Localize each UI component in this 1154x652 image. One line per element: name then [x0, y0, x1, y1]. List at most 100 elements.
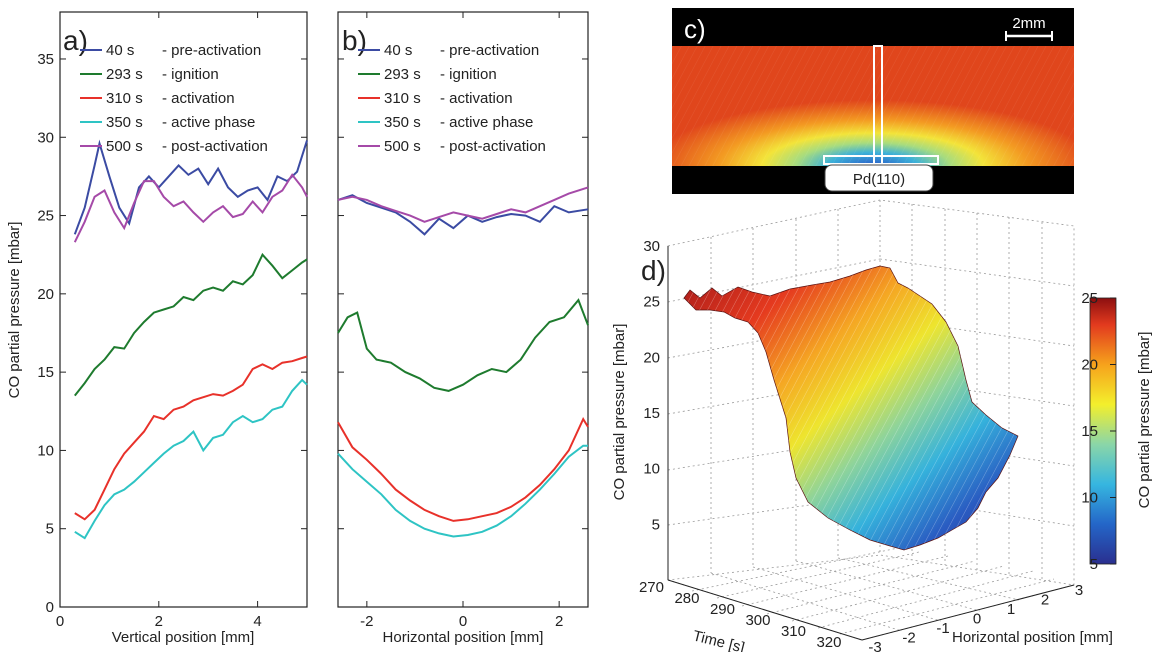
panel-a-label: a): [63, 25, 88, 56]
panel-c-horizontal-roi: [823, 155, 939, 165]
panel-d-position-tick-label: 0: [973, 611, 981, 628]
b-legend-label-3: - active phase: [440, 114, 533, 131]
panel-d-time-tick-label: 270: [639, 579, 664, 596]
a-y-tick-label: 0: [46, 599, 54, 616]
panel-b-series: [337, 186, 589, 538]
panel-a-chart: 0 5 10 15 20 25 30 35 0 2 4 a) 40 s - pre-activati…: [6, 11, 308, 646]
a-series-line-3: [74, 378, 308, 540]
panel-a-y-label: CO partial pressure [mbar]: [6, 222, 23, 399]
a-y-tick-label: 35: [37, 51, 54, 68]
panel-c-scale-label: 2mm: [1012, 15, 1045, 32]
panel-d-z-tick-label: 20: [643, 349, 660, 366]
panel-d-time-tick-label: 290: [710, 601, 735, 618]
panel-d-time-ticks: 270 280 290 300 310 320: [639, 579, 842, 651]
panel-d-time-tick-label: 310: [781, 623, 806, 640]
panel-d-position-tick-label: 2: [1041, 592, 1049, 609]
a-legend-label-1: - ignition: [162, 66, 219, 83]
panel-d-position-tick-label: -1: [936, 620, 949, 637]
panel-d-surface-mesh: [684, 266, 1018, 550]
b-series-line-3: [337, 444, 588, 538]
panel-d-axes: [667, 246, 1075, 641]
panel-d-time-tick-label: 300: [745, 612, 770, 629]
panel-d-z-label: CO partial pressure [mbar]: [611, 324, 628, 501]
panel-d-label: d): [641, 255, 666, 286]
b-x-tick-label: -2: [360, 613, 373, 630]
panel-d-position-tick-label: 1: [1007, 601, 1015, 618]
b-legend-time-1: 293 s: [384, 66, 421, 83]
panel-d-colorbar-tick-label: 5: [1090, 556, 1098, 573]
panel-a-frame: [59, 11, 308, 608]
b-series-line-0: [337, 194, 589, 236]
a-y-tick-label: 10: [37, 442, 54, 459]
b-legend-time-4: 500 s: [384, 138, 421, 155]
panel-d-z-tick-label: 25: [643, 294, 660, 311]
a-series-line-2: [74, 355, 308, 521]
panel-c-sample-label: Pd(110): [853, 171, 905, 188]
panel-d-position-tick-label: -2: [902, 630, 915, 647]
a-series-line-4: [73, 173, 308, 243]
panel-a-x-ticks: 0 2 4: [56, 12, 262, 630]
a-legend-label-4: - post-activation: [162, 138, 268, 155]
panel-c-label: c): [684, 14, 706, 44]
a-legend-label-0: - pre-activation: [162, 42, 261, 59]
a-y-tick-label: 25: [37, 208, 54, 225]
panel-d-z-ticks: 5 10 15 20 25 30: [643, 238, 660, 533]
a-legend-time-4: 500 s: [106, 138, 143, 155]
panel-b-legend: 40 s - pre-activation 293 s - ignition 310 s…: [358, 42, 546, 155]
b-legend-time-2: 310 s: [384, 90, 421, 107]
a-legend-time-1: 293 s: [106, 66, 143, 83]
panel-d-z-tick-label: 30: [643, 238, 660, 255]
panel-d-colorbar-tick-label: 15: [1081, 423, 1098, 440]
b-legend-label-2: - activation: [440, 90, 513, 107]
panel-a-y-ticks: 0 5 10 15 20 25 30 35: [37, 51, 307, 616]
panel-d-position-tick-label: 3: [1075, 582, 1083, 599]
panel-d-z-tick-label: 5: [652, 516, 660, 533]
b-legend-time-3: 350 s: [384, 114, 421, 131]
b-legend-time-0: 40 s: [384, 42, 412, 59]
panel-d-colorbar-tick-label: 25: [1081, 290, 1098, 307]
b-x-tick-label: 0: [459, 613, 467, 630]
panel-d-time-label: Time [s]: [691, 627, 746, 652]
panel-d-z-tick-label: 10: [643, 461, 660, 478]
panel-d-time-tick-label: 320: [816, 634, 841, 651]
a-legend-label-3: - active phase: [162, 114, 255, 131]
panel-b-x-ticks: -2 0 2: [360, 12, 563, 630]
a-y-tick-label: 15: [37, 364, 54, 381]
a-legend-label-2: - activation: [162, 90, 235, 107]
b-x-tick-label: 2: [555, 613, 563, 630]
a-x-tick-label: 0: [56, 613, 64, 630]
panel-d-colorbar-label: CO partial pressure [mbar]: [1136, 332, 1153, 509]
panel-d-time-tick-label: 280: [674, 590, 699, 607]
a-series-line-1: [74, 252, 308, 397]
panel-d-colorbar-tick-label: 10: [1081, 490, 1098, 507]
a-series-line-0: [73, 139, 308, 235]
a-legend-time-2: 310 s: [106, 90, 143, 107]
a-y-tick-label: 5: [46, 521, 54, 538]
panel-c-image: Pd(110) c) 2mm: [672, 8, 1074, 194]
panel-b-y-ticks: [338, 58, 588, 608]
panel-d-position-tick-label: -3: [868, 639, 881, 652]
a-legend-time-0: 40 s: [106, 42, 134, 59]
b-series-line-4: [337, 186, 589, 223]
panel-c-sample-badge: [824, 164, 934, 192]
a-legend-time-3: 350 s: [106, 114, 143, 131]
panel-d-colorbar-ticks: 5 10 15 20 25: [1081, 290, 1116, 573]
panel-a-series: [73, 139, 308, 540]
panel-b-chart: -2 0 2 b) 40 s - pre-activation 293 s - ignit…: [337, 11, 589, 646]
a-x-tick-label: 4: [253, 613, 261, 630]
b-legend-label-0: - pre-activation: [440, 42, 539, 59]
b-series-line-1: [337, 298, 589, 392]
panel-d-position-ticks: -3 -2 -1 0 1 2 3: [868, 582, 1083, 652]
panel-a-legend: 40 s - pre-activation 293 s - ignition 310 s…: [80, 42, 268, 155]
a-y-tick-label: 20: [37, 286, 54, 303]
panel-d-z-tick-label: 15: [643, 405, 660, 422]
a-x-tick-label: 2: [155, 613, 163, 630]
a-y-tick-label: 30: [37, 129, 54, 146]
panel-a-x-label: Vertical position [mm]: [112, 629, 255, 646]
b-series-line-2: [337, 416, 589, 522]
panel-b-x-label: Horizontal position [mm]: [383, 629, 544, 646]
panel-d-colorbar-tick-label: 20: [1081, 357, 1098, 374]
b-legend-label-4: - post-activation: [440, 138, 546, 155]
panel-b-label: b): [342, 25, 367, 56]
